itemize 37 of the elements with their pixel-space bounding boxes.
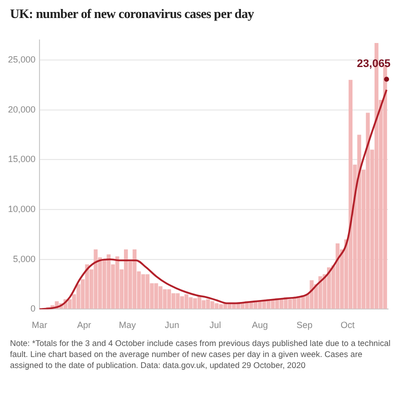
- annotation: 23,065: [356, 58, 391, 70]
- bar: [176, 293, 180, 309]
- bar: [348, 80, 353, 309]
- text: Note: *Totals for the 3 and 4 October include cases from previous days published late due to a technical fault. Line chart based on the average number of new cases per day in a given week. Cases are assigned to the date of publication. Data: data.gov.uk, updated 29 October, 2020: [10, 338, 392, 371]
- bar: [366, 112, 370, 309]
- y-tick-label: 20,000: [8, 104, 36, 114]
- x-tick-label: May: [118, 320, 136, 330]
- bar: [318, 276, 322, 309]
- y-tick-label: 15,000: [8, 154, 36, 164]
- bar: [154, 283, 158, 309]
- bar: [202, 300, 206, 309]
- bar: [214, 303, 219, 309]
- bar: [167, 289, 172, 309]
- bar: [124, 249, 128, 309]
- y-tick-label: 10,000: [8, 204, 36, 214]
- x-tick-label: Jun: [164, 320, 180, 330]
- bar: [106, 254, 111, 309]
- y-tick-label: 25,000: [8, 54, 36, 64]
- x-tick-label: Mar: [32, 320, 48, 330]
- x-tick-label: Sep: [296, 320, 312, 330]
- bar: [132, 249, 137, 309]
- chart-title: UK: number of new coronavirus cases per day: [10, 6, 254, 22]
- bar: [180, 296, 184, 309]
- x-tick-label: Oct: [340, 320, 356, 330]
- bar: [288, 299, 292, 309]
- x-tick-label: Jul: [209, 320, 221, 330]
- bar: [184, 294, 188, 309]
- bar: [188, 297, 193, 309]
- y-tick-label: 0: [30, 304, 36, 314]
- bar: [210, 301, 214, 309]
- x-tick-label: Apr: [77, 320, 92, 330]
- bar: [94, 249, 98, 309]
- bar: [197, 296, 202, 309]
- bar: [336, 243, 340, 309]
- x-tick-label: Aug: [252, 320, 268, 330]
- y-tick-label: 5,000: [12, 254, 36, 264]
- bar: [310, 280, 314, 309]
